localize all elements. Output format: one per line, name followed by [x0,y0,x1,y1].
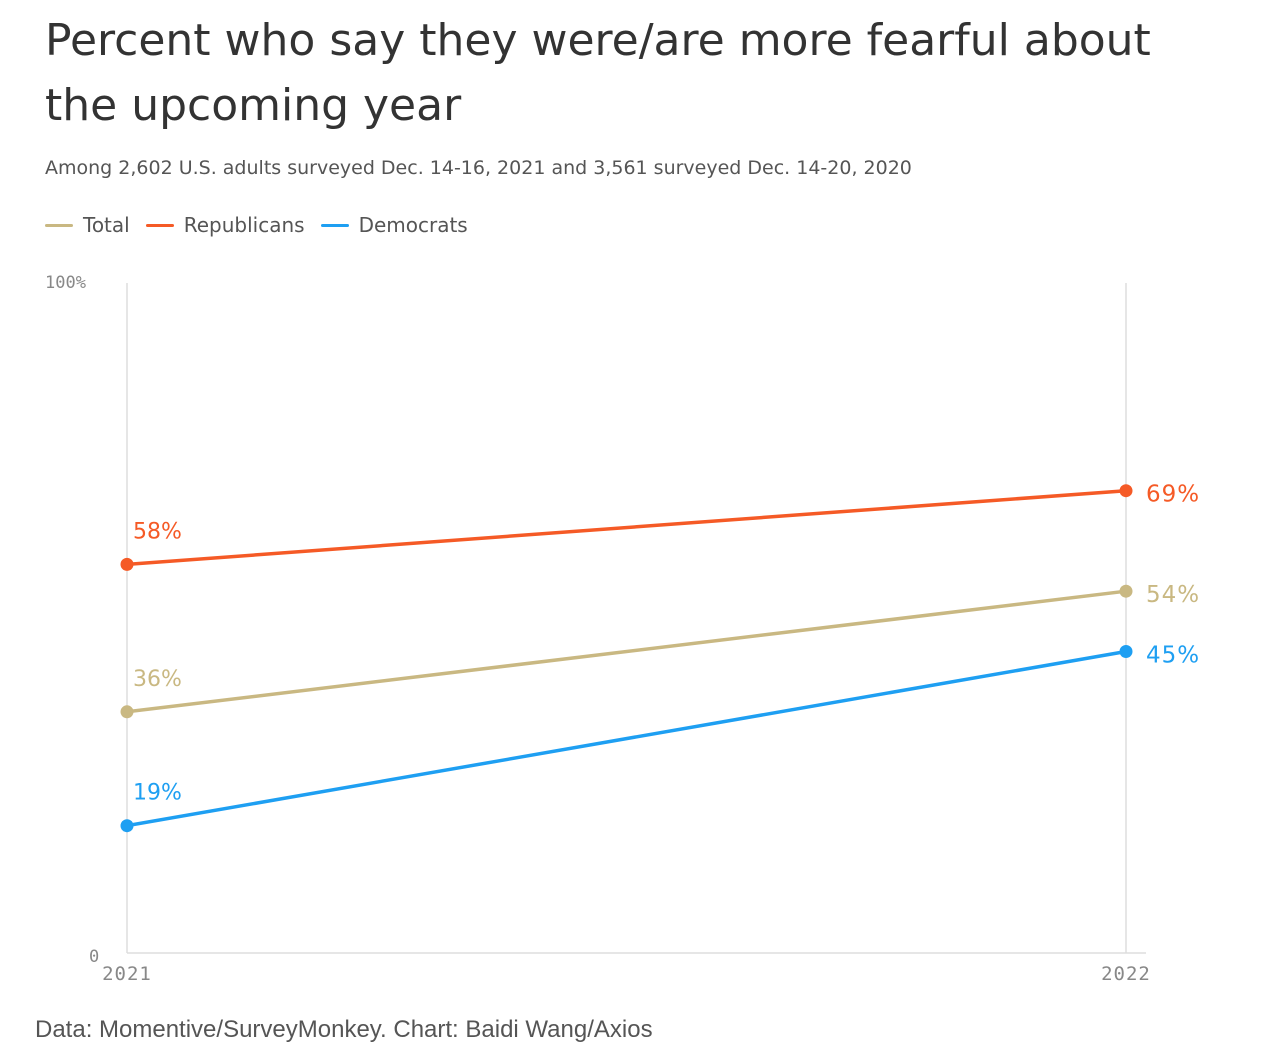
legend-swatch-republicans [145,223,174,227]
data-point-total-2022 [1119,584,1133,598]
legend-item-total: Total [45,213,130,237]
legend-swatch-democrats [320,223,349,227]
data-point-democrats-2021 [120,819,134,833]
legend-item-democrats: Democrats [320,213,468,237]
data-point-total-2021 [120,705,134,719]
data-point-republicans-2022 [1119,484,1133,498]
legend-label-total: Total [83,213,130,237]
data-point-republicans-2021 [120,557,134,571]
legend: Total Republicans Democrats [45,213,484,237]
series-line-total [126,589,1127,714]
data-label-republicans-2021: 58% [133,519,182,544]
data-label-republicans-2022: 69% [1146,482,1200,508]
legend-label-democrats: Democrats [358,213,468,237]
line-chart: 0 100% 2021 2022 36% 54% 58% 69% 19% 45% [45,273,1200,985]
chart-title: Percent who say they were/are more fearf… [45,15,1151,131]
chart-subtitle: Among 2,602 U.S. adults surveyed Dec. 14… [45,157,912,179]
series-line-democrats [126,649,1127,828]
data-label-total-2021: 36% [133,667,182,692]
y-tick-label-0: 0 [89,947,99,967]
data-point-democrats-2022 [1119,645,1133,658]
y-tick-label-100: 100% [45,273,86,293]
x-tick-label-2022: 2022 [1101,963,1151,985]
legend-swatch-total [45,223,73,227]
source-note: Data: Momentive/SurveyMonkey. Chart: Bai… [35,1016,653,1043]
legend-item-republicans: Republicans [145,213,305,237]
data-label-democrats-2022: 45% [1146,643,1200,669]
legend-label-republicans: Republicans [183,213,305,237]
x-tick-label-2021: 2021 [102,963,152,985]
series-line-republicans [126,488,1127,567]
data-label-total-2022: 54% [1146,582,1200,608]
data-label-democrats-2021: 19% [133,781,182,806]
